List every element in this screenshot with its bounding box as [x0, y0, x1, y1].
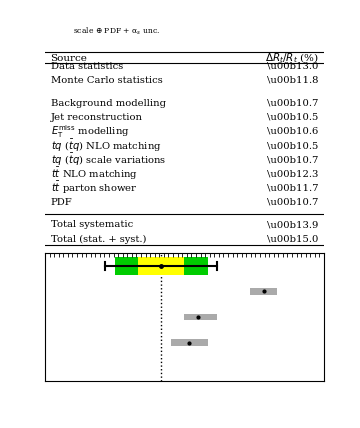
- FancyBboxPatch shape: [171, 339, 208, 346]
- Text: \u00b10.7: \u00b10.7: [267, 155, 319, 164]
- Text: \u00b10.5: \u00b10.5: [267, 113, 319, 122]
- FancyBboxPatch shape: [138, 257, 184, 275]
- Text: \u00b10.5: \u00b10.5: [267, 141, 319, 150]
- Text: scale ⊕ PDF + α$_s$ unc.: scale ⊕ PDF + α$_s$ unc.: [73, 26, 160, 37]
- Bar: [50, 16, 67, 48]
- Text: \u00b13.0: \u00b13.0: [267, 62, 319, 71]
- Text: $E_\mathrm{T}^\mathrm{miss}$ modelling: $E_\mathrm{T}^\mathrm{miss}$ modelling: [50, 123, 129, 140]
- Text: PDF: PDF: [50, 198, 72, 207]
- Text: Monte Carlo statistics: Monte Carlo statistics: [50, 76, 162, 85]
- Text: \u00b11.7: \u00b11.7: [267, 184, 319, 193]
- Text: $t\bar{t}$ parton shower: $t\bar{t}$ parton shower: [50, 180, 137, 196]
- Text: \u00b10.7: \u00b10.7: [267, 198, 319, 207]
- FancyBboxPatch shape: [184, 314, 217, 320]
- Text: Data statistics: Data statistics: [50, 62, 123, 71]
- Text: Total systematic: Total systematic: [50, 220, 133, 229]
- Text: Source: Source: [50, 54, 87, 63]
- Text: $tq$ ($\bar{t}q$) NLO matching: $tq$ ($\bar{t}q$) NLO matching: [50, 137, 161, 154]
- Text: \u00b15.0: \u00b15.0: [267, 235, 319, 244]
- Text: \u00b10.7: \u00b10.7: [267, 98, 319, 107]
- FancyBboxPatch shape: [249, 288, 278, 294]
- Text: Total (stat. + syst.): Total (stat. + syst.): [50, 235, 146, 244]
- Text: Background modelling: Background modelling: [50, 98, 166, 107]
- Text: \u00b13.9: \u00b13.9: [267, 220, 319, 229]
- Text: $tq$ ($\bar{t}q$) scale variations: $tq$ ($\bar{t}q$) scale variations: [50, 152, 166, 168]
- Text: $\Delta R_t / R_t$ (%): $\Delta R_t / R_t$ (%): [265, 52, 319, 65]
- Text: \u00b10.6: \u00b10.6: [267, 127, 319, 136]
- FancyBboxPatch shape: [115, 257, 208, 275]
- Text: $t\bar{t}$ NLO matching: $t\bar{t}$ NLO matching: [50, 166, 138, 182]
- Text: \u00b12.3: \u00b12.3: [267, 169, 319, 178]
- Text: \u00b11.8: \u00b11.8: [267, 76, 319, 85]
- Text: Jet reconstruction: Jet reconstruction: [50, 113, 143, 122]
- Text: Predictions calculated in 5FS:: Predictions calculated in 5FS:: [50, 0, 173, 1]
